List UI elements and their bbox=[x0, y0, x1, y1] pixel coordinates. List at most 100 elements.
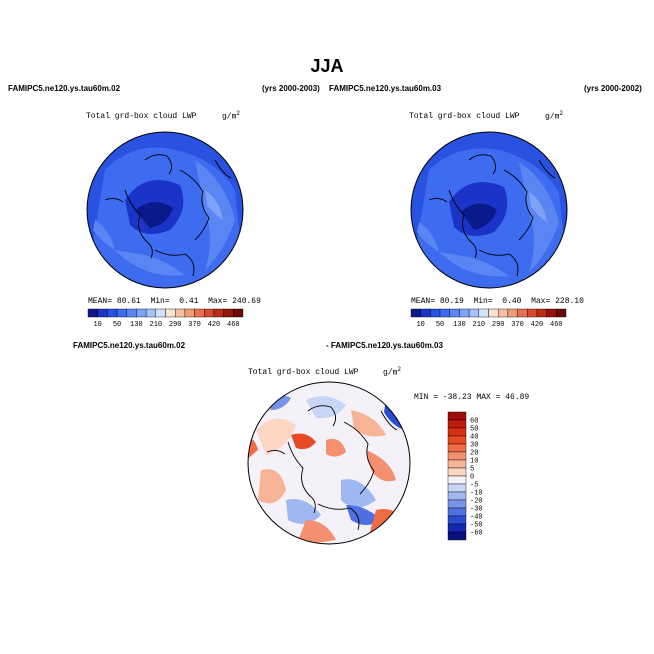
panel1-colorbar-tick-label: 130 bbox=[130, 321, 143, 329]
panel1-case-label: FAMIPC5.ne120.ys.tau60m.02 bbox=[8, 84, 121, 93]
panel1-colorbar-swatch bbox=[136, 308, 147, 318]
diff-colorbar-swatch bbox=[447, 483, 467, 493]
diff-colorbar-tick-label: 40 bbox=[470, 434, 478, 442]
panel2-colorbar-swatch bbox=[507, 308, 518, 318]
panel1-colorbar-tick-label: 370 bbox=[188, 321, 201, 329]
diff-coastlines bbox=[266, 405, 398, 531]
panel1-colorbar: 10 50 130 210 290 370 420 460 bbox=[87, 308, 244, 329]
panel1-years-label: (yrs 2000-2003) bbox=[262, 84, 320, 93]
panel2-colorbar-swatch bbox=[468, 308, 480, 318]
panel1-colorbar-swatch bbox=[155, 308, 166, 318]
panel1-colorbar-swatch bbox=[184, 308, 195, 318]
panel2-colorbar-tick-label: 50 bbox=[436, 321, 444, 329]
panel1-colorbar-swatch bbox=[194, 308, 205, 318]
panel2-coastlines bbox=[428, 154, 556, 277]
diff-colorbar-tick-label: -30 bbox=[470, 506, 483, 514]
diff-colorbar-tick-label: -10 bbox=[470, 490, 483, 498]
diff-colorbar-swatch bbox=[447, 515, 467, 525]
panel1-field bbox=[87, 132, 243, 288]
diff-colorbar-tick-label: -50 bbox=[470, 522, 483, 530]
panel1-units: g/m2 bbox=[222, 110, 241, 122]
diff-colorbar-swatch bbox=[447, 451, 467, 461]
panel2-colorbar-swatch bbox=[536, 308, 547, 318]
panel2-case-label: FAMIPC5.ne120.ys.tau60m.03 bbox=[329, 84, 442, 93]
diff-colorbar-tick-label: -40 bbox=[470, 514, 483, 522]
panel1-stats: MEAN= 80.61 Min= 0.41 Max= 240.69 bbox=[88, 297, 261, 306]
panel2-colorbar-tick-label: 370 bbox=[511, 321, 524, 329]
diff-colorbar-tick-label: -5 bbox=[470, 482, 478, 490]
diff-colorbar-swatch bbox=[447, 523, 467, 533]
diff-colorbar-tick-label: -20 bbox=[470, 498, 483, 506]
panel1-colorbar-swatch bbox=[204, 308, 215, 318]
panel1-colorbar-tick-label: 290 bbox=[169, 321, 182, 329]
panel2-colorbar-swatch bbox=[449, 308, 460, 318]
panel1-colorbar-swatch bbox=[233, 308, 244, 318]
panel2-colorbar-swatch bbox=[497, 308, 509, 318]
diff-colorbar-swatch bbox=[447, 419, 467, 429]
panel2-colorbar-tick-label: 420 bbox=[531, 321, 544, 329]
diff-colorbar-tick-label: 5 bbox=[470, 466, 474, 474]
panel2-colorbar-tick-label: 210 bbox=[473, 321, 486, 329]
diff-colorbar-swatch bbox=[447, 499, 467, 509]
diff-colorbar-tick-label: 30 bbox=[470, 442, 478, 450]
diff-colorbar-swatch bbox=[447, 459, 467, 469]
panel2-colorbar-swatch bbox=[546, 308, 557, 318]
panel2-field bbox=[411, 132, 567, 288]
panel1-colorbar-swatch bbox=[116, 308, 127, 318]
panel2-colorbar-swatch bbox=[517, 308, 528, 318]
panel1-colorbar-tick-label: 420 bbox=[208, 321, 221, 329]
diff-field bbox=[248, 382, 410, 544]
diff-colorbar-tick-label: -60 bbox=[470, 530, 483, 538]
panel2-units: g/m2 bbox=[545, 110, 564, 122]
panel2-colorbar-tick-label: 10 bbox=[416, 321, 424, 329]
panel2-colorbar-swatch bbox=[556, 308, 567, 318]
panel1-colorbar-tick-label: 10 bbox=[93, 321, 101, 329]
diff-colorbar-tick-label: 50 bbox=[470, 426, 478, 434]
panel1-colorbar-tick-label: 460 bbox=[227, 321, 240, 329]
panel1-colorbar-swatch bbox=[223, 308, 234, 318]
panel1-colorbar-swatch bbox=[107, 308, 118, 318]
diff-colorbar-swatch bbox=[447, 531, 467, 541]
panel1-coastlines bbox=[104, 154, 232, 277]
diff-colorbar-tick-label: 60 bbox=[470, 418, 478, 426]
diff-colorbar-tick-label: 0 bbox=[470, 474, 474, 482]
diff-case-b-label: - FAMIPC5.ne120.ys.tau60m.03 bbox=[326, 341, 443, 350]
diff-colorbar-swatch bbox=[447, 475, 467, 485]
panel2-colorbar-tick-label: 130 bbox=[453, 321, 466, 329]
diff-colorbar-tick-label: 20 bbox=[470, 450, 478, 458]
panel2-varname: Total grd-box cloud LWP bbox=[409, 112, 520, 121]
diff-stats: MIN = -38.23 MAX = 46.89 bbox=[414, 393, 530, 402]
diff-colorbar-swatch bbox=[447, 443, 467, 453]
panel2-stats: MEAN= 80.19 Min= 0.40 Max= 228.10 bbox=[411, 297, 584, 306]
panel1-colorbar-swatch bbox=[213, 308, 224, 318]
panel1-colorbar-swatch bbox=[165, 308, 176, 318]
panel1-varname: Total grd-box cloud LWP bbox=[86, 112, 197, 121]
panel2-colorbar-tick-label: 290 bbox=[492, 321, 505, 329]
diff-units: g/m2 bbox=[383, 366, 402, 378]
panel1-colorbar-swatch bbox=[97, 308, 108, 318]
diff-colorbar-swatch bbox=[447, 435, 467, 445]
panel2-colorbar-swatch bbox=[478, 308, 489, 318]
panel1-polar-map bbox=[86, 131, 244, 289]
diff-colorbar-tick-label: 10 bbox=[470, 458, 478, 466]
figure-title: JJA bbox=[310, 56, 344, 76]
diff-case-a-label: FAMIPC5.ne120.ys.tau60m.02 bbox=[73, 341, 186, 350]
diff-colorbar-swatch bbox=[447, 411, 467, 421]
panel2-polar-map bbox=[410, 131, 568, 289]
panel2-colorbar-swatch bbox=[420, 308, 431, 318]
panel2-years-label: (yrs 2000-2002) bbox=[584, 84, 642, 93]
panel1-colorbar-swatch bbox=[87, 308, 98, 318]
diff-varname: Total grd-box cloud LWP bbox=[248, 368, 359, 377]
panel1-colorbar-tick-label: 210 bbox=[150, 321, 163, 329]
panel2-colorbar-swatch bbox=[439, 308, 450, 318]
panel1-colorbar-swatch bbox=[126, 308, 137, 318]
panel2-colorbar-tick-label: 460 bbox=[550, 321, 563, 329]
diff-colorbar-swatch bbox=[447, 427, 467, 437]
diff-polar-map bbox=[247, 381, 411, 545]
panel1-colorbar-swatch bbox=[174, 308, 186, 318]
panel2-colorbar-swatch bbox=[459, 308, 470, 318]
diff-colorbar-swatch bbox=[447, 467, 467, 477]
panel2-colorbar-swatch bbox=[527, 308, 538, 318]
diff-colorbar-swatch bbox=[447, 507, 467, 517]
